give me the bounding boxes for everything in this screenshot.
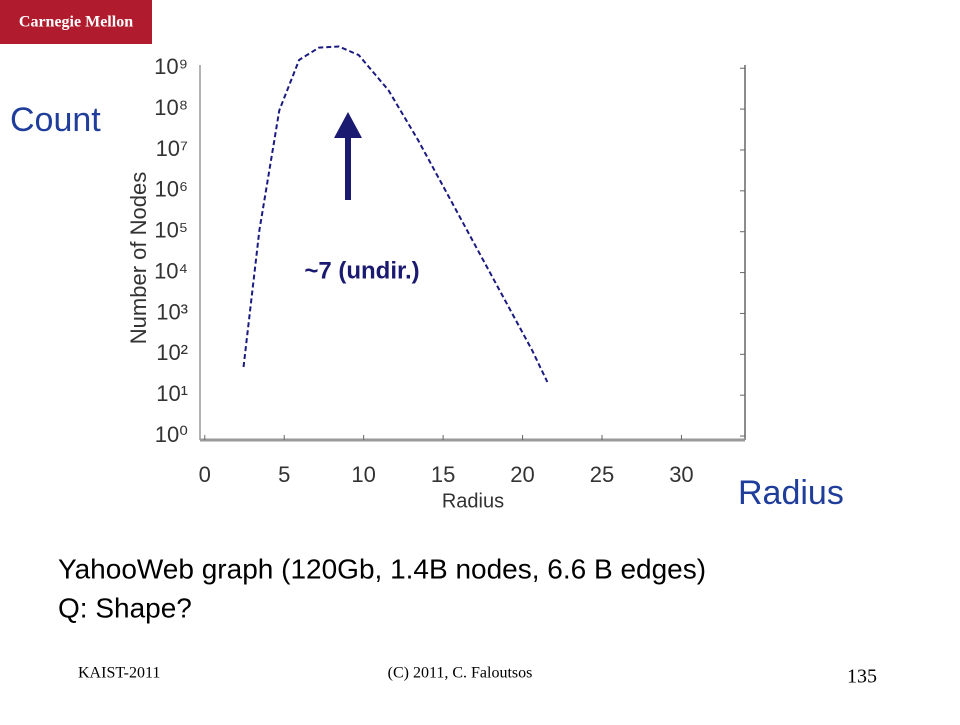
x-tick-label: 0 [199,462,211,487]
body-line: YahooWeb graph (120Gb, 1.4B nodes, 6.6 B… [58,553,706,584]
y-tick-label: 10⁴ [154,258,188,283]
x-axis-label: Radius [442,490,504,512]
page-number: 135 [847,666,877,688]
x-tick-label: 30 [669,462,693,487]
annotation: ~7 (undir.) [304,257,419,284]
x-callout: Radius [738,474,844,512]
x-tick-label: 5 [278,462,290,487]
footer-left: KAIST-2011 [78,665,160,682]
y-tick-label: 10¹ [156,381,188,406]
arrow-head [334,112,362,138]
y-tick-label: 10⁷ [156,136,188,161]
y-tick-label: 10³ [156,299,188,324]
footer-center: (C) 2011, C. Faloutsos [388,665,533,682]
y-callout: Count [10,101,101,139]
y-tick-label: 10⁶ [154,177,188,202]
y-tick-label: 10⁵ [154,218,188,243]
series-line [242,45,549,383]
x-tick-label: 15 [431,462,455,487]
body-line: Q: Shape? [58,592,192,623]
x-tick-label: 20 [510,462,534,487]
x-tick-label: 25 [590,462,614,487]
logo: Carnegie Mellon [19,14,133,31]
y-tick-label: 10² [156,340,188,365]
y-tick-label: 10⁹ [154,54,188,79]
y-axis-label: Number of Nodes [126,172,151,344]
x-tick-label: 10 [351,462,375,487]
y-tick-label: 10⁰ [155,422,188,447]
y-tick-label: 10⁸ [154,95,188,120]
logo-box [0,0,152,44]
